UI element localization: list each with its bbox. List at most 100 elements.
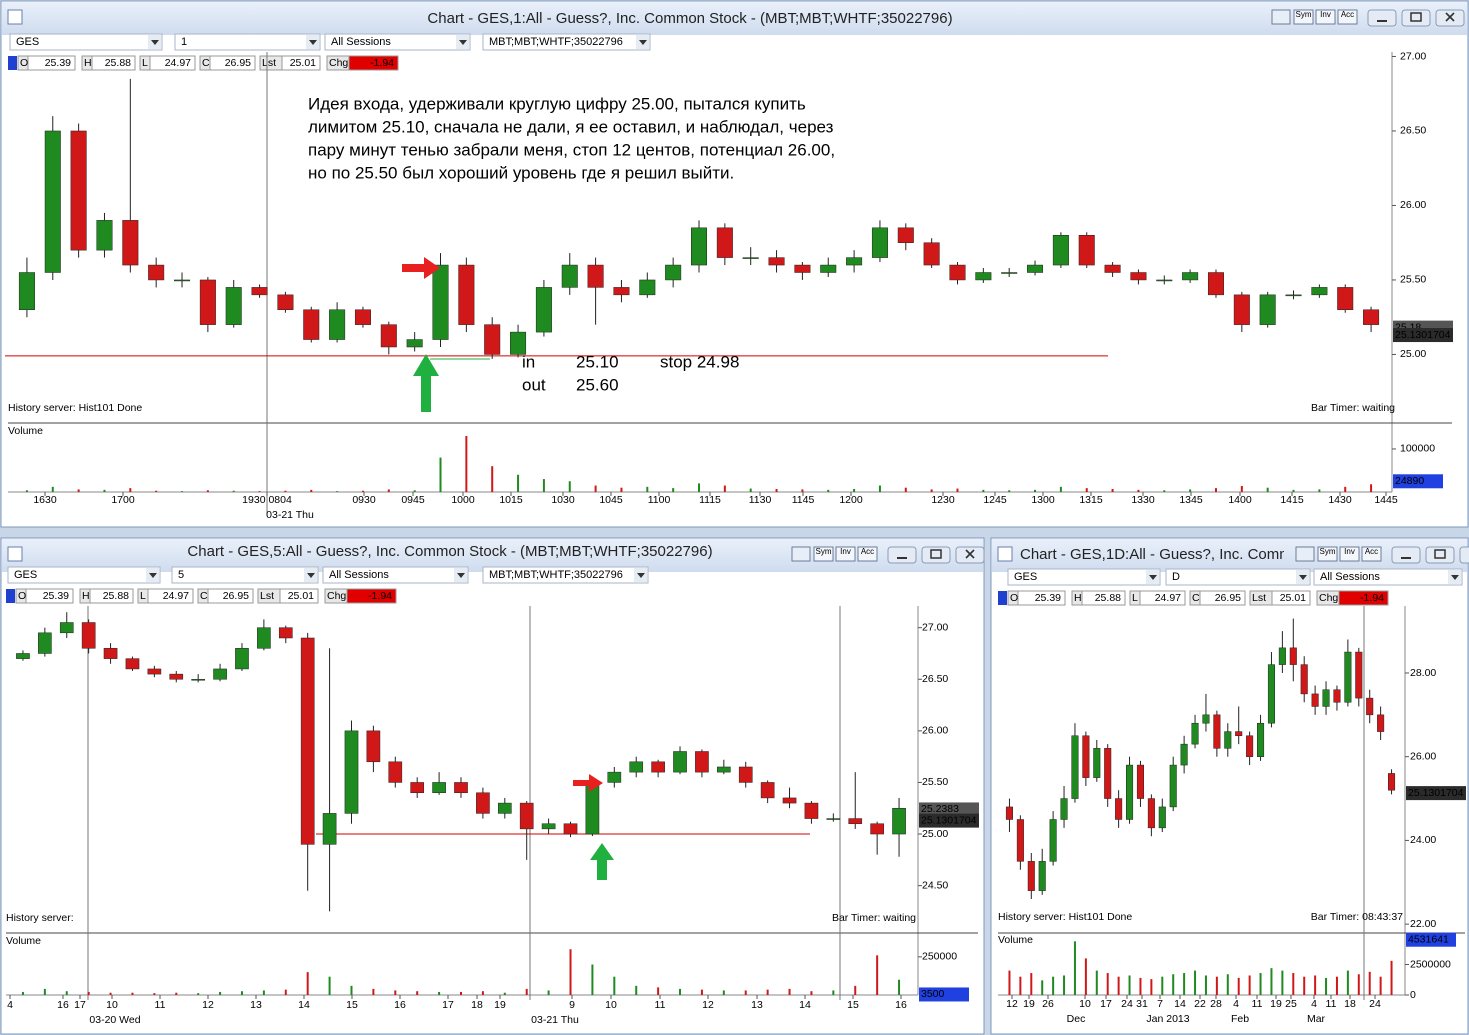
volume-bar [1368, 971, 1371, 995]
trade-note: in [522, 352, 535, 371]
dropdown[interactable] [1007, 568, 1161, 586]
arrow [402, 257, 440, 279]
candle-body [673, 751, 687, 773]
dropdown[interactable] [9, 33, 163, 51]
x-tick-label: 1415 [1280, 494, 1304, 506]
candle-body [695, 751, 709, 773]
volume-bar [1172, 974, 1175, 995]
candle-body [1038, 861, 1046, 891]
status-text: Bar Timer: 08:43:37 [1311, 911, 1403, 923]
quote-label: Chg [1319, 592, 1338, 604]
volume-bar [1270, 968, 1273, 995]
toolbar-button[interactable] [1337, 9, 1358, 25]
toolbar-button[interactable] [1339, 546, 1360, 562]
volume-bar [1019, 976, 1022, 995]
candle-body [820, 264, 837, 273]
status-text: History server: Hist101 Done [998, 911, 1132, 923]
volume-bar [1357, 974, 1360, 995]
close-button[interactable] [1459, 546, 1469, 564]
candle-body [96, 220, 113, 251]
toolbar-button[interactable] [835, 546, 856, 562]
x-date-label: 03-20 Wed [89, 1014, 140, 1026]
candle-body [235, 648, 249, 670]
toolbar-button[interactable] [813, 546, 834, 562]
candle-body [432, 264, 449, 340]
dropdown-value: MBT;MBT;WHTF;35022796 [489, 569, 623, 581]
toolbar-button[interactable] [1315, 9, 1336, 25]
volume-bar [620, 487, 623, 492]
candle-body [1246, 735, 1254, 757]
volume-bar [1215, 976, 1218, 995]
quote-value: 25.88 [105, 57, 131, 69]
minimize-button[interactable] [887, 546, 917, 564]
volume-bar [1325, 977, 1328, 995]
dropdown[interactable] [482, 33, 651, 51]
dropdown[interactable] [174, 33, 321, 51]
x-tick-label: 1045 [599, 494, 623, 506]
candle-body [147, 668, 162, 675]
candle-body [1082, 735, 1090, 778]
window-icon[interactable] [1295, 546, 1315, 562]
volume-bar [547, 990, 550, 995]
maximize-button[interactable] [921, 546, 951, 564]
status-text: Bar Timer: waiting [832, 912, 916, 924]
candle-body [510, 331, 527, 355]
toolbar-button[interactable] [1361, 546, 1382, 562]
x-tick-label: 15 [346, 999, 358, 1011]
window-icon[interactable] [791, 546, 811, 562]
volume-bar [1041, 980, 1044, 995]
volume-bar [1292, 973, 1295, 995]
volume-bar [613, 976, 616, 995]
maximize-button[interactable] [1425, 546, 1455, 564]
volume-bar [775, 488, 778, 492]
annotation: Идея входа, удерживали круглую цифру 25.… [308, 94, 806, 113]
dropdown[interactable] [1313, 568, 1463, 586]
dropdown[interactable] [171, 566, 319, 584]
dropdown[interactable] [482, 566, 649, 584]
x-tick-label: 15 [847, 999, 859, 1011]
volume-bar [635, 985, 638, 995]
y-tick-label: 24.50 [922, 879, 948, 891]
x-tick-label: 24 [1369, 998, 1381, 1010]
window-icon[interactable] [1271, 9, 1291, 25]
dropdown[interactable] [324, 33, 471, 51]
volume-bar [328, 976, 331, 995]
minimize-button[interactable] [1367, 9, 1397, 27]
toolbar-button[interactable] [1293, 9, 1314, 25]
x-tick-label: 19 [1023, 998, 1035, 1010]
volume-bar [1150, 979, 1153, 995]
minimize-button[interactable] [1391, 546, 1421, 564]
candle-body [1016, 819, 1024, 862]
dropdown[interactable] [7, 566, 161, 584]
candle-body [760, 782, 775, 799]
dropdown-value: All Sessions [329, 569, 389, 581]
candle-body [278, 627, 293, 639]
volume-label-box [1393, 474, 1443, 489]
quote-value: 25.01 [288, 590, 314, 602]
volume-bar [491, 466, 494, 492]
candle-body [1027, 861, 1035, 891]
volume-bar [155, 490, 158, 492]
y-tick-label: 25.50 [1400, 274, 1426, 286]
candle-body [125, 658, 140, 670]
candle-body [848, 818, 863, 824]
candle-body [1300, 664, 1308, 695]
price-label-box [1393, 328, 1453, 343]
volume-bar [284, 490, 287, 492]
x-date-label: Feb [1231, 1013, 1249, 1025]
x-date-label: Dec [1067, 1013, 1086, 1025]
y-tick-label: 25.50 [922, 776, 948, 788]
toolbar-button[interactable] [857, 546, 878, 562]
dropdown[interactable] [1165, 568, 1311, 586]
candle-body [454, 782, 468, 794]
candle-body [1235, 731, 1243, 737]
quote-label: Lst [1252, 592, 1266, 604]
dropdown[interactable] [322, 566, 469, 584]
status-text: History server: Hist101 Done [8, 402, 142, 414]
quote-value-box [1271, 590, 1311, 606]
volume-bar [810, 991, 813, 995]
volume-bar [517, 474, 520, 492]
toolbar-button[interactable] [1317, 546, 1338, 562]
maximize-button[interactable] [1401, 9, 1431, 27]
